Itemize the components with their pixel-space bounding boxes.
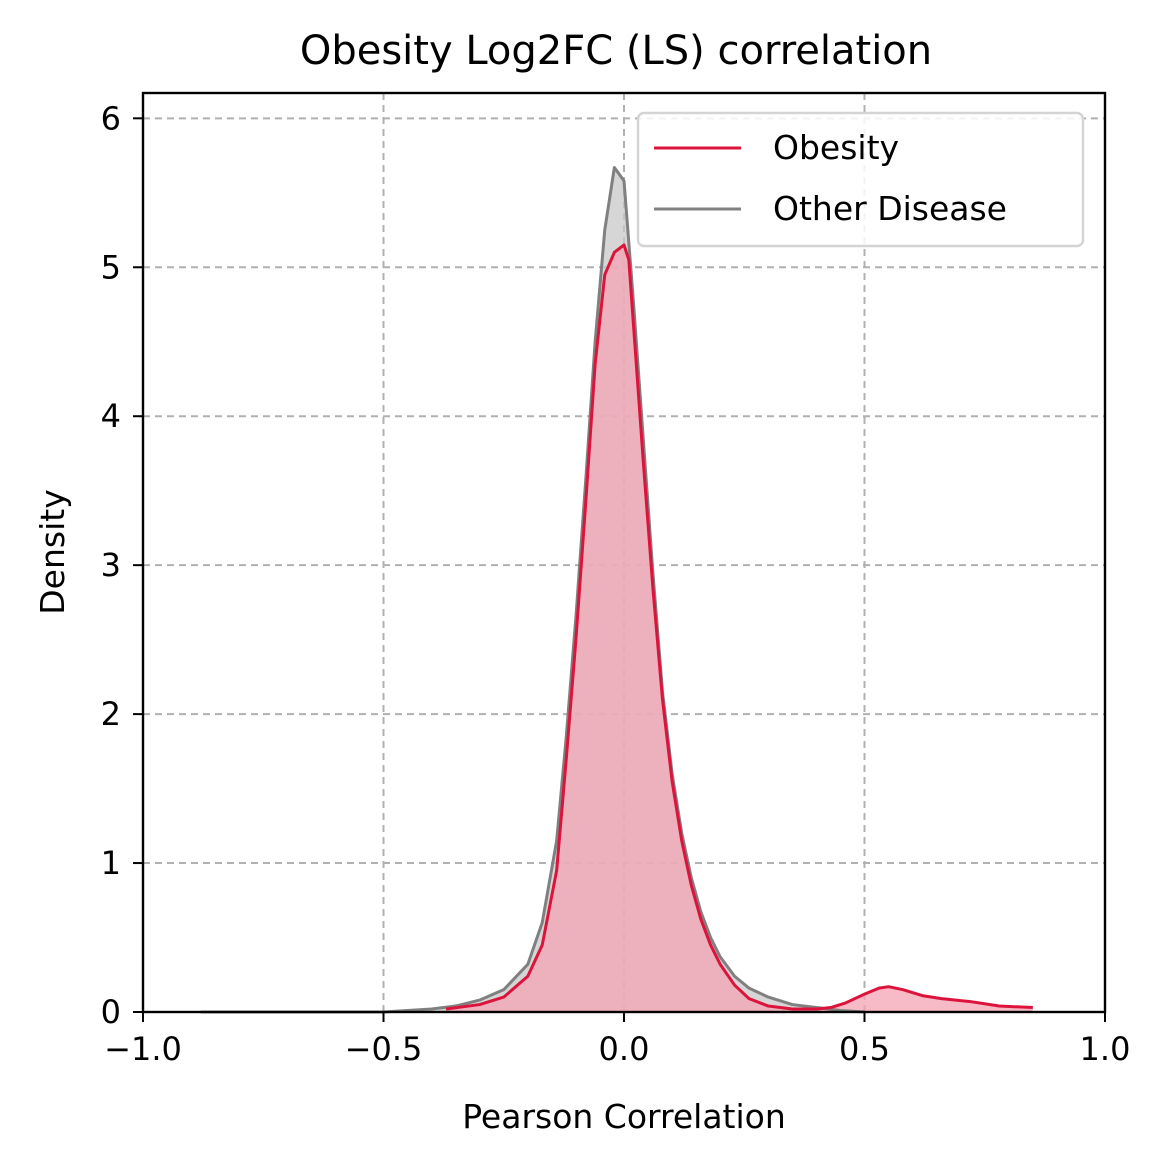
x-tick-label: 1.0 bbox=[1080, 1030, 1131, 1068]
chart-title: Obesity Log2FC (LS) correlation bbox=[300, 28, 932, 74]
density-line-other-disease bbox=[200, 165, 865, 1014]
axis-ticks: −1.0 −0.5 0.0 0.5 1.0 0 1 2 3 4 5 6 bbox=[101, 99, 1131, 1068]
y-tick-label: 6 bbox=[101, 99, 121, 137]
area-fill-other-disease bbox=[200, 167, 865, 1012]
y-tick-label: 4 bbox=[101, 397, 121, 435]
legend-label-other-disease: Other Disease bbox=[773, 189, 1007, 228]
y-axis-label: Density bbox=[33, 489, 72, 614]
y-tick-label: 2 bbox=[101, 695, 121, 733]
x-tick-label: 0.5 bbox=[839, 1030, 890, 1068]
series-layer bbox=[200, 165, 1033, 1014]
y-tick-label: 3 bbox=[101, 546, 121, 584]
density-line-obesity bbox=[445, 243, 1033, 1011]
x-tick-label: 0.0 bbox=[599, 1030, 650, 1068]
legend-box bbox=[636, 111, 1085, 248]
y-tick-label: 5 bbox=[101, 248, 121, 286]
legend: Obesity Other Disease bbox=[636, 111, 1085, 248]
y-tick-label: 1 bbox=[101, 844, 121, 882]
y-tick-label: 0 bbox=[101, 993, 121, 1031]
area-fill-obesity bbox=[446, 244, 1033, 1013]
x-tick-label: −0.5 bbox=[345, 1030, 423, 1068]
x-tick-label: −1.0 bbox=[104, 1030, 182, 1068]
legend-label-obesity: Obesity bbox=[773, 128, 899, 167]
x-axis-label: Pearson Correlation bbox=[462, 1097, 786, 1136]
